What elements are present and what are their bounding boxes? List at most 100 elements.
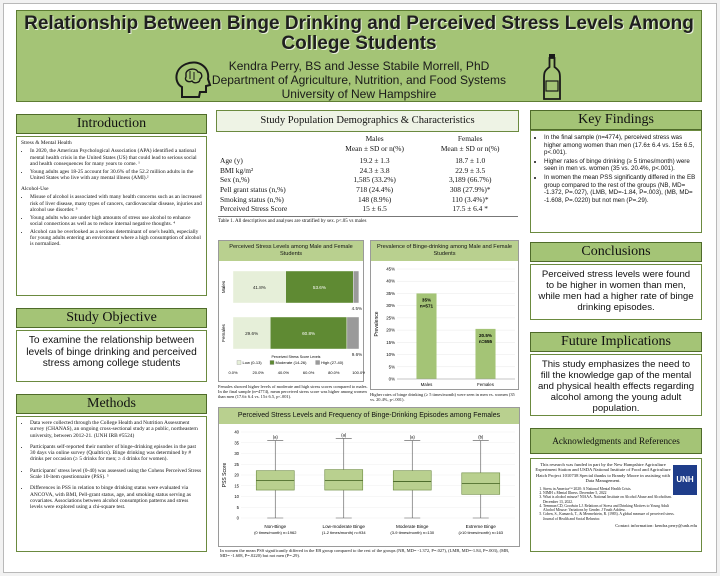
- data-label: 53.6%: [313, 285, 326, 290]
- row-label: Sex (n,%): [220, 175, 250, 185]
- chart2-title: Prevalence of Binge-drinking among Male …: [371, 241, 518, 261]
- chart1-caption: Females showed higher levels of moderate…: [218, 384, 368, 400]
- bar: [475, 328, 496, 379]
- col-sub-males: Mean ± SD or n(%): [345, 143, 404, 153]
- introduction-box: Stress & Mental Health In 2020, the Amer…: [16, 136, 207, 296]
- y-tick-label: 45%: [386, 267, 395, 272]
- females-value: 308 (27.9%)*: [449, 184, 491, 194]
- y-tick-label: 20%: [386, 328, 395, 333]
- category-label: Low-moderate Binge: [323, 524, 366, 529]
- university: University of New Hampshire: [281, 87, 437, 101]
- x-tick-label: 40.0%: [278, 370, 290, 375]
- objective-text: To examine the relationship between leve…: [26, 335, 197, 370]
- y-tick-label: 0: [237, 516, 240, 521]
- x-tick-label: 100.0%: [352, 370, 365, 375]
- legend-label: High (27-40): [321, 360, 344, 365]
- category-label: Females: [477, 382, 495, 387]
- row-label: Age (y): [220, 156, 243, 166]
- introduction-heading: Introduction: [16, 114, 207, 134]
- stress-levels-chart: Perceived Stress Levels among Male and F…: [218, 240, 365, 382]
- objective-box: To examine the relationship between leve…: [16, 330, 207, 382]
- y-axis-title: Prevalence: [374, 311, 380, 336]
- acknowledgments-box: This research was funded in part by the …: [530, 458, 702, 552]
- list-item: Teenman CD, Goodwin LJ. Relations of Str…: [543, 504, 679, 513]
- data-label: 35%: [422, 297, 431, 302]
- x-tick-label: 0.0%: [228, 370, 238, 375]
- category-label: Non-Binge: [264, 524, 286, 529]
- methods-box: Data were collected through the College …: [16, 416, 207, 552]
- females-value: 110 (3.4%)*: [451, 194, 489, 204]
- category-sublabel: (3-9 times/month) n=130: [390, 530, 434, 535]
- bar-segment: [346, 316, 360, 350]
- list-item: Data were collected through the College …: [30, 420, 202, 439]
- demographics-table: Males Females Mean ± SD or n(%) Mean ± S…: [218, 134, 518, 214]
- category-label: Males: [221, 280, 226, 293]
- table-footnote: Table 1. All descriptives and analyses a…: [218, 218, 367, 224]
- y-tick-label: 15%: [386, 340, 395, 345]
- col-sub-females: Mean ± SD or n(%): [440, 143, 500, 153]
- author-block: Kendra Perry, BS and Jesse Stabile Morre…: [17, 59, 701, 101]
- poster-header: Relationship Between Binge Drinking and …: [16, 10, 702, 102]
- females-value: 17.5 ± 6.4 *: [452, 204, 488, 214]
- y-tick-label: 20: [234, 473, 239, 478]
- row-label: BMI kg/m²: [220, 165, 254, 175]
- list-item: Higher rates of binge drinking (≥ 5 time…: [544, 158, 697, 173]
- y-tick-label: 25: [234, 462, 239, 467]
- data-label-n: n=571: [420, 303, 434, 308]
- box: [392, 470, 432, 491]
- list-item: In the final sample (n=4774), perceived …: [544, 134, 697, 157]
- methods-heading: Methods: [16, 394, 207, 414]
- category-sublabel: (1-2 times/month) n=934: [322, 530, 366, 535]
- contact-info: Contact information: kendra.perry@unh.ed…: [615, 523, 697, 528]
- stress-bullet-list: In 2020, the American Psychological Asso…: [21, 148, 202, 181]
- significance-mark: (a): [410, 435, 416, 440]
- y-tick-label: 0%: [389, 377, 395, 382]
- y-tick-label: 5: [237, 505, 240, 510]
- future-text: This study emphasizes the need to fill t…: [537, 359, 695, 414]
- category-label: Females: [221, 323, 226, 341]
- future-box: This study emphasizes the need to fill t…: [530, 354, 702, 416]
- data-label: 29.6%: [245, 331, 258, 336]
- table-row: Smoking status (n,%) 148 (8.9%) 110 (3.4…: [218, 195, 518, 205]
- females-value: 3,189 (66.7%): [448, 175, 492, 185]
- y-tick-label: 40%: [386, 279, 395, 284]
- binge-prevalence-svg: 0% 5% 10% 15% 20% 25% 30% 35% 40% 45% Prevalence 35…: [374, 267, 515, 387]
- list-item: Stress in America™ 2020: A National Ment…: [543, 487, 679, 491]
- males-value: 24.3 ± 3.8: [359, 165, 390, 175]
- category-sublabel: (≥10 times/month) n=163: [458, 530, 503, 535]
- significance-mark: (a): [273, 435, 279, 440]
- males-value: 15 ± 6.5: [362, 204, 387, 214]
- table-row: Sex (n,%) 1,585 (33.2%) 3,189 (66.7%): [218, 175, 518, 185]
- key-findings-list: In the final sample (n=4774), perceived …: [535, 134, 697, 204]
- bar-segment: [270, 316, 348, 350]
- chart1-title: Perceived Stress Levels among Male and F…: [219, 241, 363, 261]
- alcohol-bullet-list: Misuse of alcohol is associated with man…: [21, 194, 202, 247]
- legend-swatch: [269, 360, 275, 365]
- x-tick-label: 20.0%: [253, 370, 265, 375]
- list-item: Participants' stress level (0-40) was as…: [30, 468, 202, 481]
- funding-text: This research was funded in part by the …: [535, 462, 671, 484]
- females-value: 18.7 ± 1.0: [455, 156, 486, 166]
- data-label: 20.5%: [479, 333, 492, 338]
- table-row: Age (y) 19.2 ± 1.3 18.7 ± 1.0: [218, 156, 518, 166]
- legend-label: Low (0-13): [243, 360, 263, 365]
- y-tick-label: 25%: [386, 315, 395, 320]
- list-item: NIMH » Mental Illness. December 5, 2022: [543, 491, 679, 495]
- significance-mark: (a): [341, 432, 347, 437]
- conclusions-heading: Conclusions: [530, 242, 702, 262]
- head-brain-icon: [175, 61, 212, 98]
- y-tick-label: 10: [234, 494, 239, 499]
- data-label: 9.6%: [352, 352, 362, 357]
- future-heading: Future Implications: [530, 332, 702, 352]
- department: Department of Agriculture, Nutrition, an…: [211, 73, 507, 87]
- y-tick-label: 35: [234, 440, 239, 445]
- conclusions-box: Perceived stress levels were found to be…: [530, 264, 702, 320]
- key-findings-box: In the final sample (n=4774), perceived …: [530, 130, 702, 233]
- acknowledgments-heading: Acknowledgments and References: [530, 428, 702, 454]
- males-value: 718 (24.4%): [356, 184, 394, 194]
- significance-mark: (b): [478, 435, 484, 440]
- data-label: 60.8%: [302, 331, 315, 336]
- table-row: BMI kg/m² 24.3 ± 3.8 22.9 ± 3.5: [218, 166, 518, 176]
- list-item: In women the mean PSS significantly diff…: [544, 174, 697, 204]
- list-item: In 2020, the American Psychological Asso…: [30, 148, 202, 167]
